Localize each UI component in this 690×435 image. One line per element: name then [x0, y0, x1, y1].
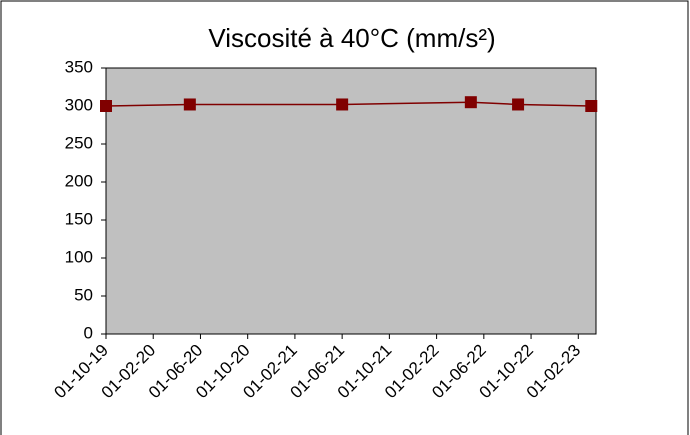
y-tick-label: 300 [65, 95, 93, 114]
y-tick-label: 350 [65, 57, 93, 76]
line [105, 101, 592, 107]
y-tick-label: 50 [74, 285, 93, 304]
y-tick-label: 100 [65, 247, 93, 266]
y-tick-label: 250 [65, 133, 93, 152]
marker [585, 100, 598, 112]
marker [464, 96, 477, 109]
marker [512, 98, 525, 111]
chart-title: Viscosité à 40°C (mm/s²) [208, 23, 495, 53]
y-tick-label: 0 [84, 323, 93, 342]
y-tick-label: 200 [65, 171, 93, 190]
y-tick-label: 150 [65, 209, 93, 228]
marker [183, 98, 196, 111]
marker [336, 98, 349, 111]
marker [100, 100, 112, 112]
plot-area [105, 67, 597, 335]
